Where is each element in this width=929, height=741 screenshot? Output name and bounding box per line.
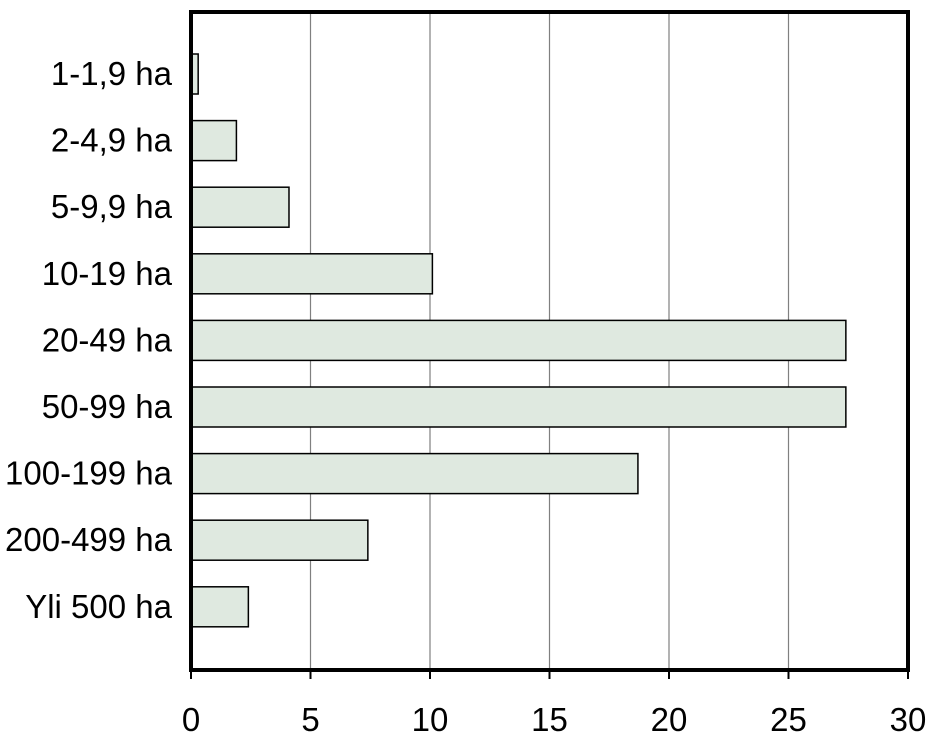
x-axis-ticks: 0 5 10 15 20 25 30 <box>182 670 927 738</box>
x-tick-label: 5 <box>301 701 319 738</box>
bar <box>190 519 369 561</box>
x-tick-label: 25 <box>770 701 807 738</box>
category-label: 5-9,9 ha <box>51 188 173 225</box>
category-label: 1-1,9 ha <box>51 55 173 92</box>
category-label: 2-4,9 ha <box>51 122 173 159</box>
x-tick-label: 20 <box>651 701 688 738</box>
category-label: 10-19 ha <box>42 255 173 292</box>
bar <box>190 119 238 162</box>
x-tick-label: 0 <box>182 701 200 738</box>
bar <box>190 586 250 628</box>
category-label: Yli 500 ha <box>25 588 172 625</box>
category-label: 200-499 ha <box>5 521 173 558</box>
bar <box>190 386 847 428</box>
category-label: 50-99 ha <box>42 388 173 425</box>
bar <box>190 452 639 495</box>
category-label: 20-49 ha <box>42 321 173 358</box>
x-tick-label: 15 <box>531 701 568 738</box>
category-label: 100-199 ha <box>5 455 173 492</box>
x-tick-label: 10 <box>412 701 449 738</box>
bars <box>190 53 847 628</box>
bar <box>190 253 434 295</box>
x-tick-label: 30 <box>890 701 927 738</box>
bar <box>190 319 847 362</box>
category-labels: 1-1,9 ha 2-4,9 ha 5-9,9 ha 10-19 ha 20-49 ha… <box>5 55 173 625</box>
bar <box>190 186 290 228</box>
